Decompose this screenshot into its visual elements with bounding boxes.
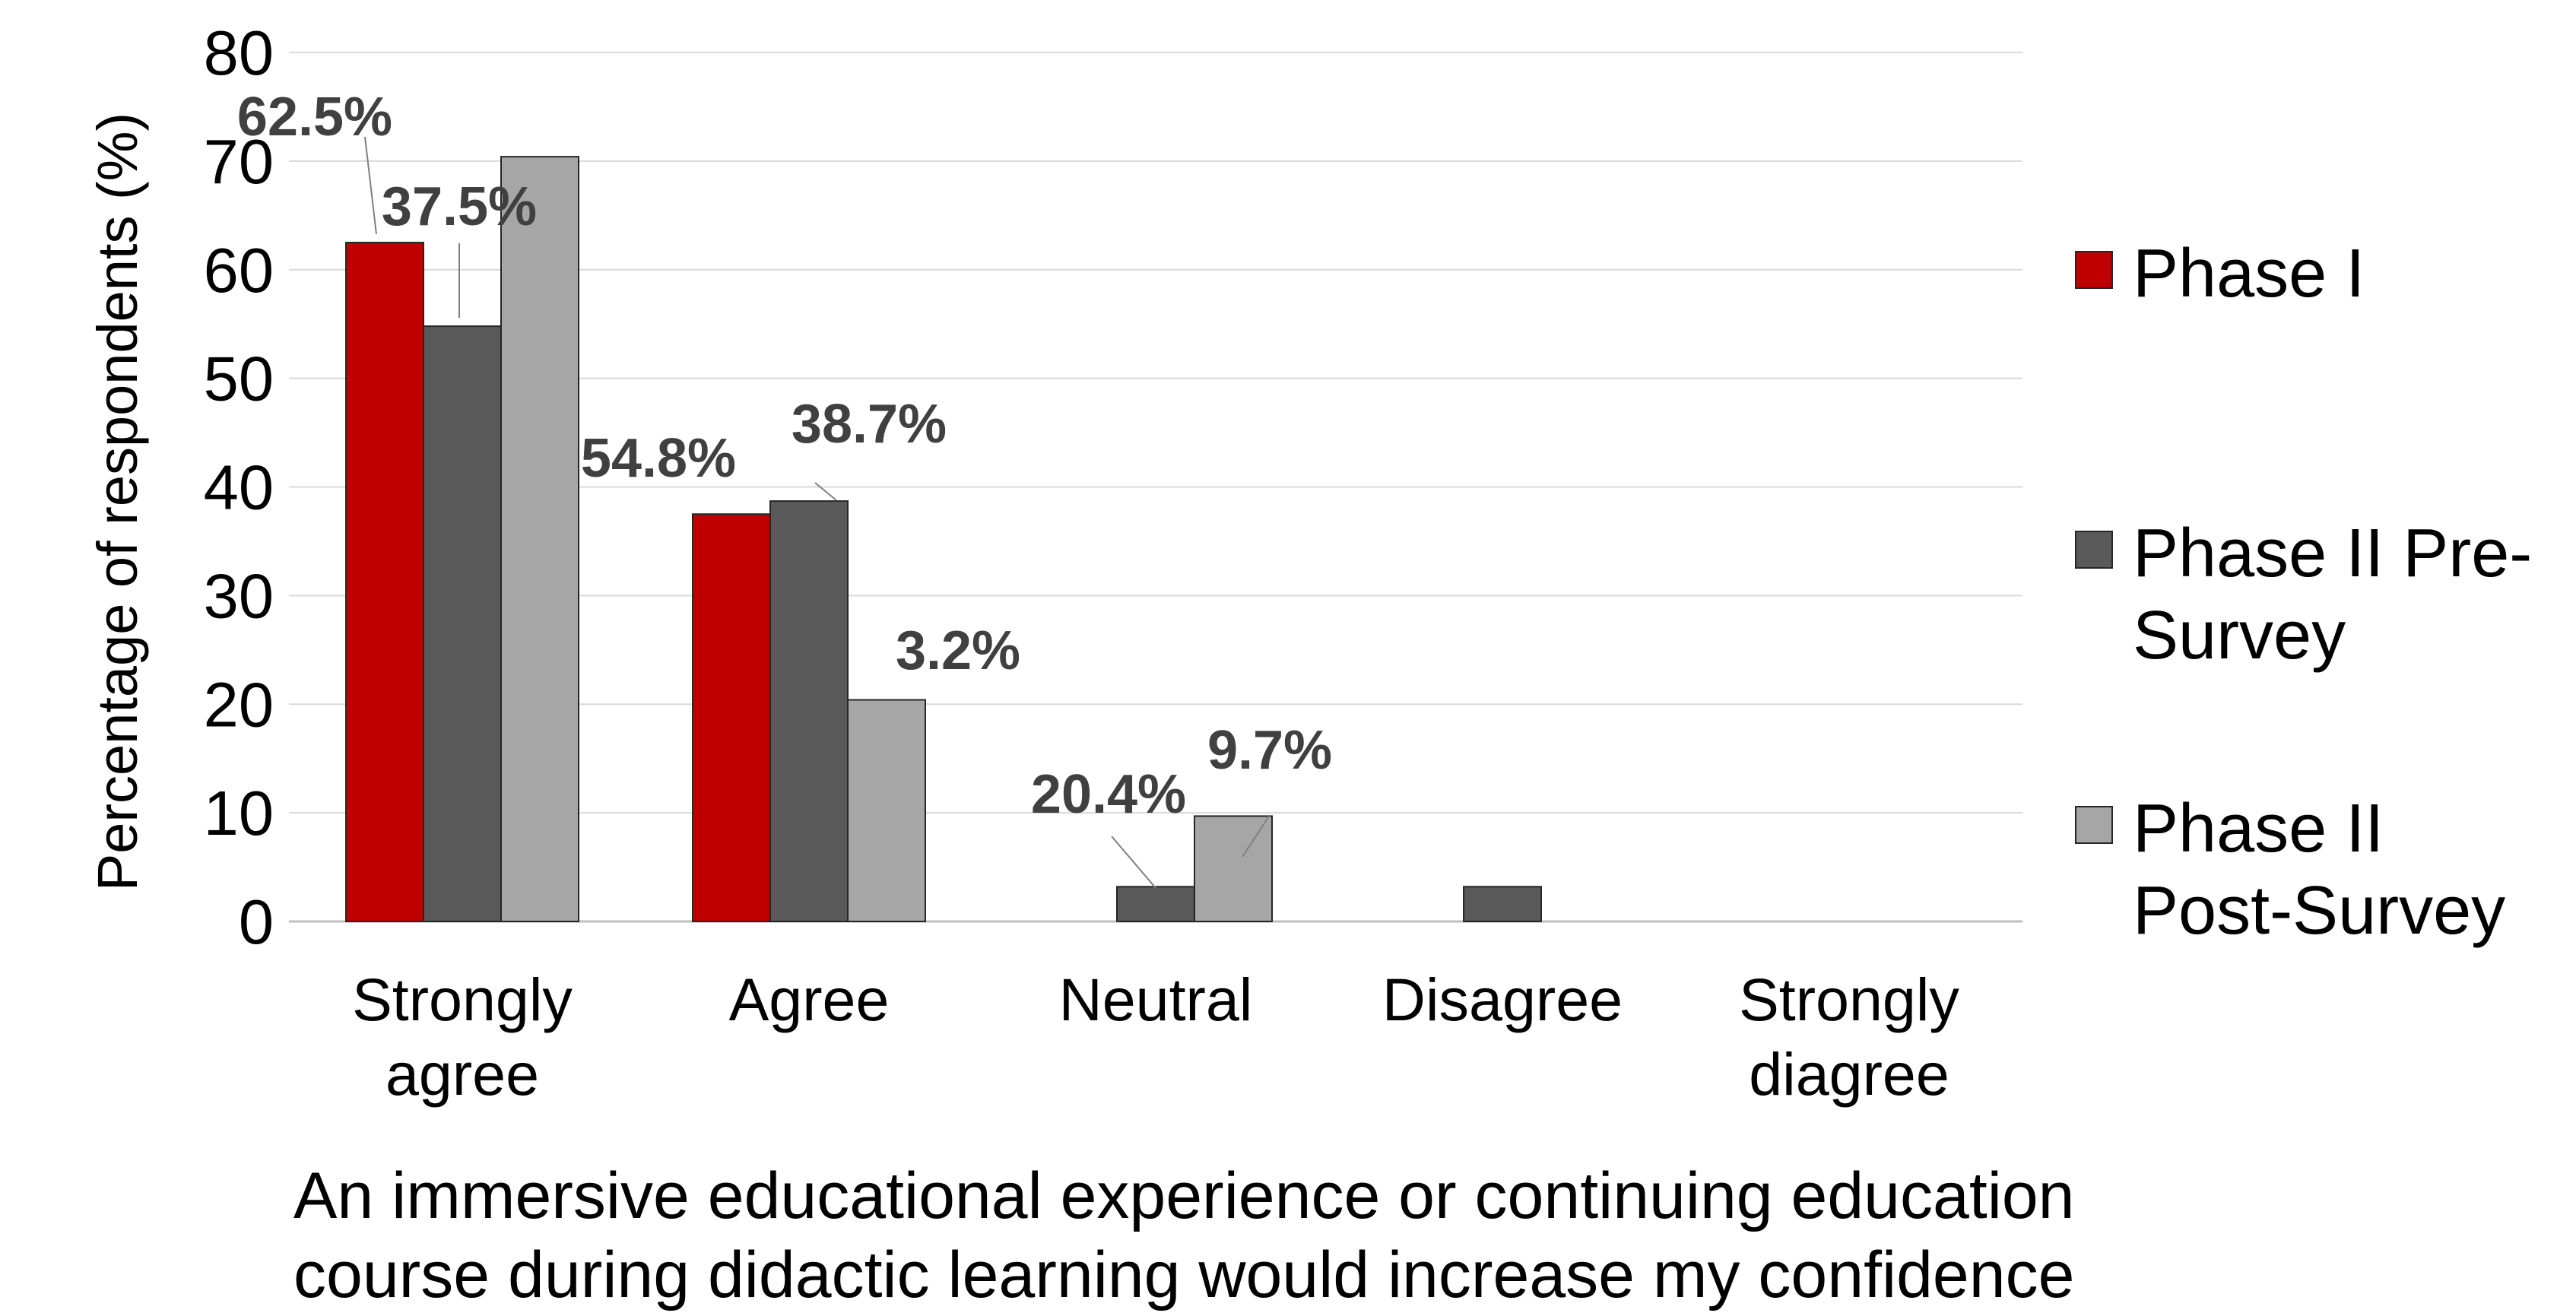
y-tick-label: 0 (239, 886, 274, 957)
data-label-leader (814, 482, 837, 501)
y-tick-label: 80 (204, 17, 274, 88)
bar-0-1 (692, 513, 771, 922)
x-category-label: Agree (729, 966, 890, 1033)
x-category-label: diagree (1749, 1040, 1949, 1108)
bar-0-0 (345, 242, 424, 922)
legend-swatch (2075, 531, 2113, 569)
y-tick-label: 10 (204, 778, 274, 848)
bar-2-0 (500, 156, 579, 923)
bar-1-3 (1463, 886, 1542, 923)
bar-1-0 (423, 325, 502, 923)
data-label: 62.5% (237, 87, 392, 147)
data-label: 20.4% (1031, 764, 1186, 825)
x-axis-title: course during didactic learning would in… (293, 1238, 2074, 1311)
x-category-label: Strongly (352, 966, 573, 1033)
y-axis-title: Percentage of respondents (%) (86, 113, 149, 891)
data-label-leader (364, 136, 377, 235)
legend-label: Phase II (2133, 791, 2384, 867)
x-category-label: Disagree (1382, 966, 1623, 1033)
bar-1-2 (1116, 886, 1195, 923)
data-label: 3.2% (896, 620, 1020, 681)
legend-label: Survey (2133, 598, 2346, 674)
y-tick-label: 50 (204, 344, 274, 414)
x-category-label: agree (385, 1040, 539, 1108)
legend-swatch (2075, 806, 2113, 844)
y-tick-label: 30 (204, 560, 274, 631)
data-label: 54.8% (581, 428, 736, 489)
bar-2-1 (847, 699, 926, 922)
data-label-leader (1111, 836, 1156, 889)
legend-swatch (2075, 251, 2113, 289)
data-label: 9.7% (1207, 720, 1332, 781)
y-tick-label: 60 (204, 235, 274, 306)
x-category-label: Neutral (1059, 966, 1253, 1033)
x-category-label: Strongly (1739, 966, 1959, 1033)
bar-2-2 (1194, 815, 1273, 922)
y-tick-label: 70 (204, 126, 274, 197)
data-label: 37.5% (382, 176, 537, 237)
bar-1-1 (769, 500, 849, 922)
data-label-leader (1242, 814, 1271, 858)
legend-label: Phase II Pre- (2133, 515, 2532, 591)
legend-label: Phase I (2133, 236, 2365, 312)
y-tick-label: 40 (204, 452, 274, 523)
x-axis-title: An immersive educational experience or c… (293, 1159, 2075, 1232)
data-label: 38.7% (792, 394, 947, 455)
legend-label: Post-Survey (2133, 873, 2505, 949)
y-tick-label: 20 (204, 669, 274, 740)
